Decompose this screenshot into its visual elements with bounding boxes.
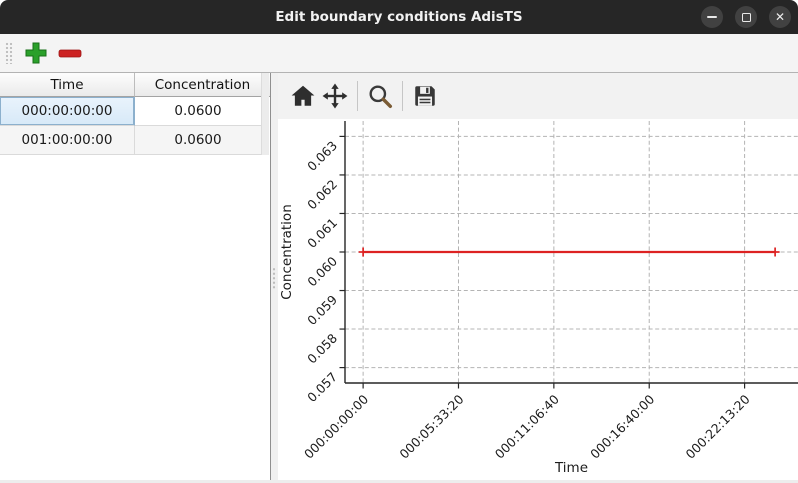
- svg-text:0.058: 0.058: [304, 331, 340, 367]
- save-figure-button[interactable]: [409, 78, 441, 114]
- series-boundary-condition-concentration: [358, 247, 780, 257]
- window-controls: ✕: [701, 0, 791, 34]
- splitter-grip-icon: [272, 266, 277, 289]
- table-row: 000:00:00:00 0.0600: [0, 97, 270, 126]
- save-icon: [415, 86, 435, 106]
- minus-icon: [58, 49, 82, 58]
- home-view-button[interactable]: [287, 78, 319, 114]
- panel-splitter[interactable]: [271, 73, 278, 482]
- concentration-cell[interactable]: 0.0600: [135, 97, 262, 126]
- chart-toolbar: [278, 73, 798, 119]
- y-axis-label: Concentration: [279, 204, 295, 300]
- svg-text:000:11:06:40: 000:11:06:40: [492, 391, 562, 461]
- concentration-cell[interactable]: 0.0600: [135, 126, 262, 155]
- axis-labels: Concentration Time: [279, 204, 588, 476]
- table-header: Time Concentration: [0, 73, 270, 97]
- toolbar-grip-icon[interactable]: [5, 42, 13, 64]
- column-header-concentration[interactable]: Concentration: [135, 73, 270, 97]
- maximize-icon: [741, 12, 751, 22]
- svg-text:000:22:13:20: 000:22:13:20: [683, 391, 753, 461]
- table-row: 001:00:00:00 0.0600: [0, 126, 270, 155]
- window-title: Edit boundary conditions AdisTS: [275, 9, 523, 25]
- boundary-table-panel: Time Concentration 000:00:00:00 0.0600 0…: [0, 73, 271, 482]
- x-tick-labels: 000:00:00:00 000:05:33:20 000:11:06:40 000:…: [301, 391, 753, 461]
- maximize-button[interactable]: [735, 6, 757, 28]
- zoom-icon: [369, 85, 393, 109]
- content-area: Time Concentration 000:00:00:00 0.0600 0…: [0, 73, 798, 482]
- remove-row-button[interactable]: [53, 37, 87, 69]
- svg-text:0.061: 0.061: [304, 215, 340, 251]
- minimize-button[interactable]: [701, 6, 723, 28]
- titlebar[interactable]: Edit boundary conditions AdisTS ✕: [0, 0, 798, 34]
- plus-icon: [25, 42, 47, 64]
- minimize-icon: [707, 16, 717, 18]
- svg-text:000:16:40:00: 000:16:40:00: [587, 391, 657, 461]
- close-icon: ✕: [774, 10, 786, 24]
- close-button[interactable]: ✕: [769, 6, 791, 28]
- svg-text:0.059: 0.059: [304, 292, 340, 328]
- add-row-button[interactable]: [19, 37, 53, 69]
- chart-panel: 000:00:00:00 000:05:33:20 000:11:06:40 000:…: [278, 73, 798, 482]
- svg-text:0.063: 0.063: [304, 138, 340, 174]
- pan-button[interactable]: [319, 78, 351, 114]
- chart-canvas[interactable]: 000:00:00:00 000:05:33:20 000:11:06:40 000:…: [278, 119, 798, 482]
- svg-text:0.057: 0.057: [304, 369, 340, 405]
- concentration-time-plot[interactable]: 000:00:00:00 000:05:33:20 000:11:06:40 000:…: [278, 119, 798, 482]
- time-cell[interactable]: 001:00:00:00: [0, 126, 135, 155]
- toolbar-separator: [357, 81, 358, 111]
- zoom-rect-button[interactable]: [364, 78, 396, 114]
- svg-text:0.060: 0.060: [304, 253, 340, 289]
- x-axis-label: Time: [554, 460, 588, 476]
- grid-lines: [345, 121, 798, 383]
- toolbar-separator: [402, 81, 403, 111]
- home-icon: [291, 85, 315, 106]
- main-toolbar: [0, 34, 798, 73]
- time-cell[interactable]: 000:00:00:00: [0, 97, 135, 126]
- table-scrollbar[interactable]: [261, 73, 269, 155]
- tick-marks: [339, 135, 746, 389]
- pan-icon: [322, 83, 348, 109]
- column-header-time[interactable]: Time: [0, 73, 135, 97]
- svg-text:0.062: 0.062: [304, 176, 340, 212]
- svg-text:000:05:33:20: 000:05:33:20: [396, 391, 466, 461]
